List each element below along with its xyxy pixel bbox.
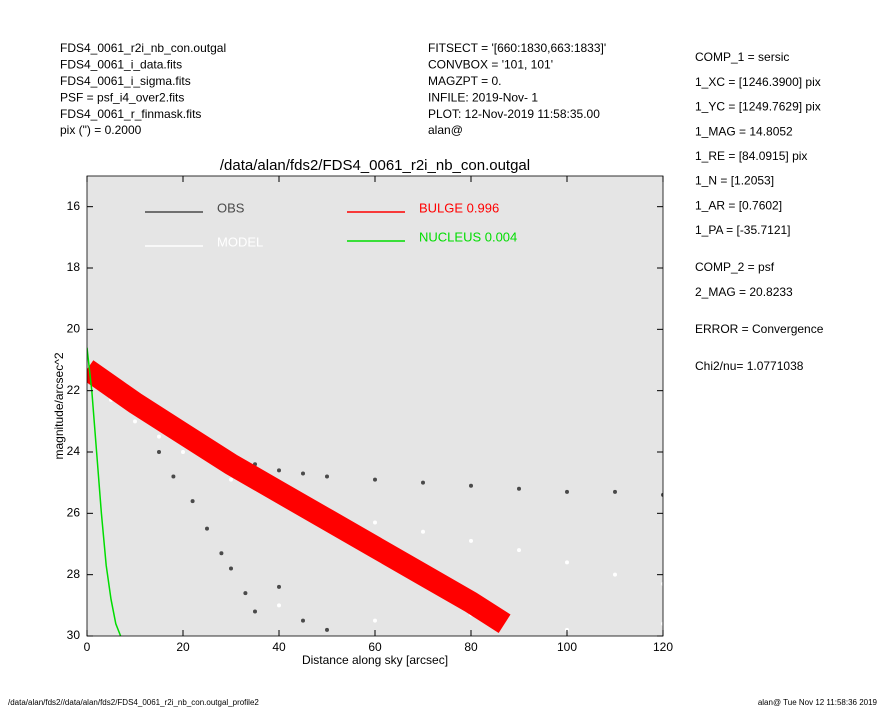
data-point xyxy=(325,474,329,479)
data-point xyxy=(277,584,281,589)
fit-parameter: ERROR = Convergence xyxy=(695,322,824,336)
x-tick-label: 20 xyxy=(176,640,190,654)
data-point xyxy=(469,483,473,488)
header-left-line: FDS4_0061_i_data.fits xyxy=(60,58,182,72)
fit-parameter: 1_MAG = 14.8052 xyxy=(695,124,793,138)
data-point xyxy=(373,520,377,525)
data-point xyxy=(517,486,521,491)
data-point xyxy=(243,591,248,596)
data-point xyxy=(565,560,569,565)
plot-area xyxy=(87,347,663,636)
data-point xyxy=(661,492,663,497)
y-tick-label: 26 xyxy=(67,506,81,520)
legend-label: NUCLEUS 0.004 xyxy=(419,229,517,244)
y-tick-label: 28 xyxy=(67,567,81,581)
data-point xyxy=(661,581,663,586)
fit-parameter: 1_AR = [0.7602] xyxy=(695,198,782,212)
plot-background xyxy=(87,176,663,636)
data-point xyxy=(190,499,195,504)
fit-parameter: 1_PA = [-35.7121] xyxy=(695,223,791,237)
legend-label: MODEL xyxy=(217,234,263,249)
x-axis-label: Distance along sky [arcsec] xyxy=(302,653,448,667)
y-tick-label: 18 xyxy=(67,260,81,274)
data-point xyxy=(565,489,569,494)
header-left-line: pix (") = 0.2000 xyxy=(60,123,142,137)
data-point xyxy=(277,603,281,608)
data-point xyxy=(181,450,185,454)
y-tick-label: 20 xyxy=(67,322,81,336)
data-point xyxy=(301,618,305,623)
header-middle-line: FITSECT = '[660:1830,663:1833]' xyxy=(428,41,606,55)
chart-title: /data/alan/fds2/FDS4_0061_r2i_nb_con.out… xyxy=(220,157,530,174)
header-middle-line: MAGZPT = 0. xyxy=(428,74,501,88)
header-left-line: PSF = psf_i4_over2.fits xyxy=(60,90,184,104)
x-tick-label: 0 xyxy=(84,640,91,654)
data-point xyxy=(219,551,224,556)
y-tick-label: 24 xyxy=(67,444,81,458)
fit-parameter: 1_YC = [1249.7629] pix xyxy=(695,100,821,114)
data-line xyxy=(87,360,511,634)
y-tick-label: 16 xyxy=(67,199,81,213)
footer-right: alan@ Tue Nov 12 11:58:36 2019 xyxy=(758,698,878,707)
data-point xyxy=(301,471,305,476)
x-tick-label: 120 xyxy=(653,640,673,654)
y-tick-label: 22 xyxy=(67,383,81,397)
header-left-line: FDS4_0061_r_finmask.fits xyxy=(60,107,201,121)
fit-parameter: 1_N = [1.2053] xyxy=(695,174,774,188)
x-tick-label: 100 xyxy=(557,640,577,654)
data-point xyxy=(229,566,233,571)
header-left-line: FDS4_0061_i_sigma.fits xyxy=(60,74,191,88)
data-point xyxy=(421,480,425,485)
data-point xyxy=(205,526,209,531)
footer-left: /data/alan/fds2//data/alan/fds2/FDS4_006… xyxy=(8,698,259,707)
x-tick-label: 40 xyxy=(272,640,286,654)
fit-parameter: Chi2/nu= 1.0771038 xyxy=(695,359,804,373)
data-point xyxy=(157,434,161,439)
data-point xyxy=(469,538,473,543)
data-point xyxy=(373,477,377,482)
data-point xyxy=(661,621,663,626)
fit-parameter: COMP_1 = sersic xyxy=(695,50,789,64)
header-middle-line: CONVBOX = '101, 101' xyxy=(428,58,553,72)
data-point xyxy=(229,477,233,482)
header-middle-line: alan@ xyxy=(428,123,463,137)
data-point xyxy=(373,618,377,623)
data-point xyxy=(325,627,329,632)
data-point xyxy=(277,468,281,473)
header-left-line: FDS4_0061_r2i_nb_con.outgal xyxy=(60,41,226,55)
x-tick-label: 80 xyxy=(464,640,478,654)
data-line xyxy=(87,347,122,636)
header-middle-line: PLOT: 12-Nov-2019 11:58:35.00 xyxy=(428,107,600,121)
legend-label: OBS xyxy=(217,200,245,215)
data-point xyxy=(171,474,176,479)
data-point xyxy=(421,529,425,534)
legend-label: BULGE 0.996 xyxy=(419,200,499,215)
fit-parameter: 2_MAG = 20.8233 xyxy=(695,285,793,299)
header-middle-line: INFILE: 2019-Nov- 1 xyxy=(428,90,538,104)
x-tick-label: 60 xyxy=(368,640,382,654)
data-point xyxy=(133,419,137,424)
data-point xyxy=(157,450,161,454)
data-point xyxy=(565,627,569,632)
data-point xyxy=(517,548,521,553)
fit-parameter: 1_RE = [84.0915] pix xyxy=(695,149,807,163)
y-axis-label: magnitude/arcsec^2 xyxy=(52,352,66,459)
fit-parameter: COMP_2 = psf xyxy=(695,260,775,274)
data-point xyxy=(613,572,617,577)
data-point xyxy=(613,489,617,494)
data-point xyxy=(253,609,257,614)
y-tick-label: 30 xyxy=(67,628,81,642)
fit-parameter: 1_XC = [1246.3900] pix xyxy=(695,75,821,89)
